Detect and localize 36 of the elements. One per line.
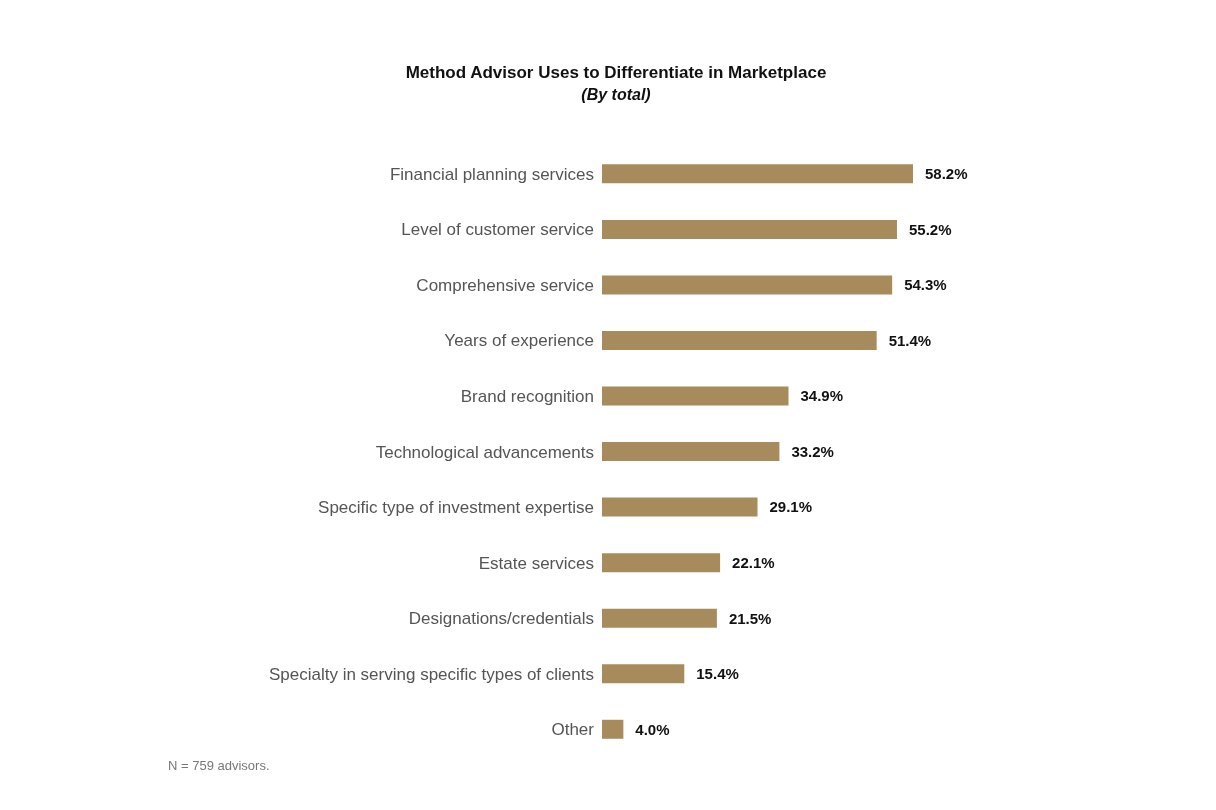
bar	[602, 164, 913, 184]
y-tick-label: Specialty in serving specific types of clients	[268, 664, 594, 684]
text: N = 759 advisors.	[168, 758, 270, 773]
data-label: 15.4%	[696, 665, 739, 683]
data-label: 34.9%	[800, 387, 844, 405]
y-tick-label: Brand recognition	[460, 386, 594, 406]
data-label: 54.3%	[904, 276, 947, 294]
data-label: 22.1%	[732, 553, 775, 571]
chart-title: Method Advisor Uses to Differentiate in Marketplace	[404, 63, 828, 83]
bar	[602, 664, 685, 684]
y-tick-label: Other	[551, 720, 595, 740]
bar	[602, 608, 717, 628]
bar	[602, 330, 877, 350]
data-label: 21.5%	[728, 609, 772, 627]
data-label: 58.2%	[925, 165, 968, 183]
y-tick-label: Level of customer service	[401, 220, 594, 240]
bar	[602, 275, 893, 295]
bar	[602, 442, 780, 462]
data-label: 33.2%	[791, 442, 834, 460]
y-tick-label: Specific type of investment expertise	[318, 498, 594, 518]
chart-subtitle: (By total)	[580, 86, 652, 104]
y-tick-label: Years of experience	[444, 331, 594, 351]
y-tick-label: Technological advancements	[375, 442, 594, 462]
y-tick-label: Financial planning services	[389, 164, 594, 184]
data-label: 51.4%	[888, 331, 932, 349]
data-label: 29.1%	[769, 498, 813, 516]
bar	[602, 219, 897, 239]
data-label: 55.2%	[908, 220, 952, 238]
bar	[602, 497, 758, 517]
y-tick-label: Comprehensive service	[416, 275, 594, 295]
y-tick-label: Designations/credentials	[408, 609, 594, 629]
bar	[602, 553, 721, 573]
bar	[602, 719, 624, 739]
y-tick-label: Estate services	[478, 553, 594, 573]
data-label: 4.0%	[635, 720, 670, 738]
bar	[602, 386, 789, 406]
